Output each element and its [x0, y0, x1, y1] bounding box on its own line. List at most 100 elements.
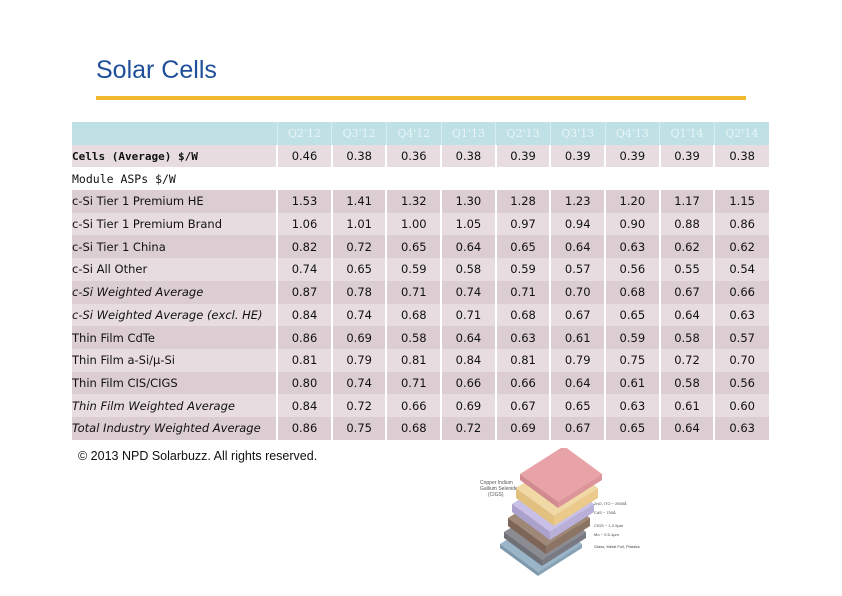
table-cell: 0.72: [440, 416, 496, 440]
col-header: Q1'13: [440, 122, 496, 145]
cigs-layer-diagram: Copper Indium Gallium Selenide (CIGS) Zn…: [480, 448, 640, 576]
table-cell: 0.81: [494, 348, 551, 372]
table-cell: 0.64: [549, 371, 606, 395]
table-cell: 0.81: [276, 348, 332, 372]
table-row: Thin Film CdTe 0.86 0.69 0.58 0.64 0.63 0.61 0.…: [72, 326, 769, 349]
row-label: Thin Film a-Si/µ-Si: [72, 348, 278, 372]
table-cell: 0.58: [385, 326, 442, 349]
col-header: Q2'12: [276, 122, 332, 145]
table-cell: 0.79: [330, 348, 387, 372]
table-cell: 0.62: [713, 235, 769, 259]
col-header: Q3'13: [549, 122, 606, 145]
table-cell: 0.65: [494, 235, 551, 259]
table-cell: 0.61: [549, 326, 606, 349]
table-cell: 0.86: [276, 416, 332, 440]
col-header: Q1'14: [659, 122, 715, 145]
table-cell: 0.36: [385, 144, 442, 168]
table-cell: 1.28: [494, 190, 551, 213]
table-cell: 0.63: [604, 235, 660, 259]
table-cell: 1.05: [440, 212, 496, 236]
table-cell: 0.86: [276, 326, 332, 349]
header-corner: [72, 122, 278, 145]
table-cell: 0.59: [494, 258, 551, 281]
table-cell: 0.46: [276, 144, 332, 168]
table-cell: 0.75: [330, 416, 387, 440]
row-label: Total Industry Weighted Average: [72, 416, 278, 440]
table-cell: 0.39: [658, 144, 715, 168]
table-cell: 1.53: [276, 190, 332, 213]
table-cell: 0.94: [549, 212, 606, 236]
table-cell: 0.58: [658, 371, 715, 395]
table-cell: 1.01: [330, 212, 387, 236]
table-cell: 0.64: [549, 235, 606, 259]
table-cell: 1.20: [604, 190, 660, 213]
row-label: Thin Film CdTe: [72, 326, 278, 349]
table-cell: 0.72: [658, 348, 715, 372]
table-cell: 0.63: [604, 394, 660, 417]
table-row: Thin Film CIS/CIGS 0.80 0.74 0.71 0.66 0.66 0.…: [72, 371, 769, 395]
table-cell: 0.68: [385, 303, 442, 327]
table-cell: 0.57: [549, 258, 606, 281]
table-cell: 0.59: [385, 258, 442, 281]
table-cell: 0.55: [658, 258, 715, 281]
table-cell: 0.38: [330, 144, 387, 168]
table-cell: 0.82: [276, 235, 332, 259]
col-header: Q4'13: [604, 122, 660, 145]
layer-label: Mo ~ 0.5-1µm: [594, 532, 620, 537]
table-cell: 0.65: [604, 303, 660, 327]
table-cell: 0.80: [276, 371, 332, 395]
table-cell: 0.70: [549, 280, 606, 304]
asp-table: Q2'12 Q3'12 Q4'12 Q1'13 Q2'13 Q3'13 Q4'1…: [72, 122, 769, 440]
table-cell: 0.64: [658, 416, 715, 440]
table-cell: 0.56: [604, 258, 660, 281]
table-cell: 0.68: [385, 416, 442, 440]
table-cell: 0.84: [276, 303, 332, 327]
layer-top: [520, 448, 602, 508]
table-cell: 0.39: [549, 144, 606, 168]
table-cell: 0.66: [440, 371, 496, 395]
title-underline: [96, 96, 746, 100]
table-cell: 0.67: [549, 416, 606, 440]
table-cell: 0.78: [330, 280, 387, 304]
table-row: c-Si Tier 1 Premium HE 1.53 1.41 1.32 1.30 1.…: [72, 190, 769, 213]
table-cell: 0.60: [713, 394, 769, 417]
diagram-heading: Copper Indium: [480, 480, 513, 486]
table-cell: 0.62: [658, 235, 715, 259]
table-cell: 0.56: [713, 371, 769, 395]
table-cell: 0.86: [713, 212, 769, 236]
table-cell: 1.41: [330, 190, 387, 213]
layer-label: ZnO, ITO ~ 2500Å: [594, 501, 627, 506]
table-cell: 0.84: [440, 348, 496, 372]
table-cell: 0.81: [385, 348, 442, 372]
cells-average-row: Cells (Average) $/W 0.46 0.38 0.36 0.38 …: [72, 144, 769, 168]
table-cell: 0.63: [713, 416, 769, 440]
row-label: c-Si Tier 1 China: [72, 235, 278, 259]
table-cell: 0.66: [713, 280, 769, 304]
row-label: Thin Film CIS/CIGS: [72, 371, 278, 395]
table-cell: 0.79: [549, 348, 606, 372]
row-label: c-Si Tier 1 Premium Brand: [72, 212, 278, 236]
row-label: Cells (Average) $/W: [72, 144, 278, 168]
table-cell: 0.88: [658, 212, 715, 236]
table-cell: 0.87: [276, 280, 332, 304]
row-label: Thin Film Weighted Average: [72, 394, 278, 417]
table-cell: 1.30: [440, 190, 496, 213]
table-row: Thin Film a-Si/µ-Si 0.81 0.79 0.81 0.84 0.81 0…: [72, 348, 769, 372]
row-label: c-Si All Other: [72, 258, 278, 281]
table-cell: 0.64: [440, 326, 496, 349]
row-label: c-Si Weighted Average: [72, 280, 278, 304]
table-row: c-Si Tier 1 Premium Brand 1.06 1.01 1.00 1.0…: [72, 212, 769, 236]
table-cell: 0.63: [494, 326, 551, 349]
table-cell: 0.72: [330, 394, 387, 417]
col-header: Q2'14: [713, 122, 769, 145]
table-cell: 0.67: [494, 394, 551, 417]
col-header: Q2'13: [495, 122, 551, 145]
table-cell: 0.69: [330, 326, 387, 349]
table-cell: 0.57: [713, 326, 769, 349]
table-cell: 0.72: [330, 235, 387, 259]
table-cell: 0.67: [658, 280, 715, 304]
table-cell: 0.71: [385, 371, 442, 395]
table-cell: 0.69: [440, 394, 496, 417]
table-cell: 0.68: [604, 280, 660, 304]
table-cell: 1.00: [385, 212, 442, 236]
